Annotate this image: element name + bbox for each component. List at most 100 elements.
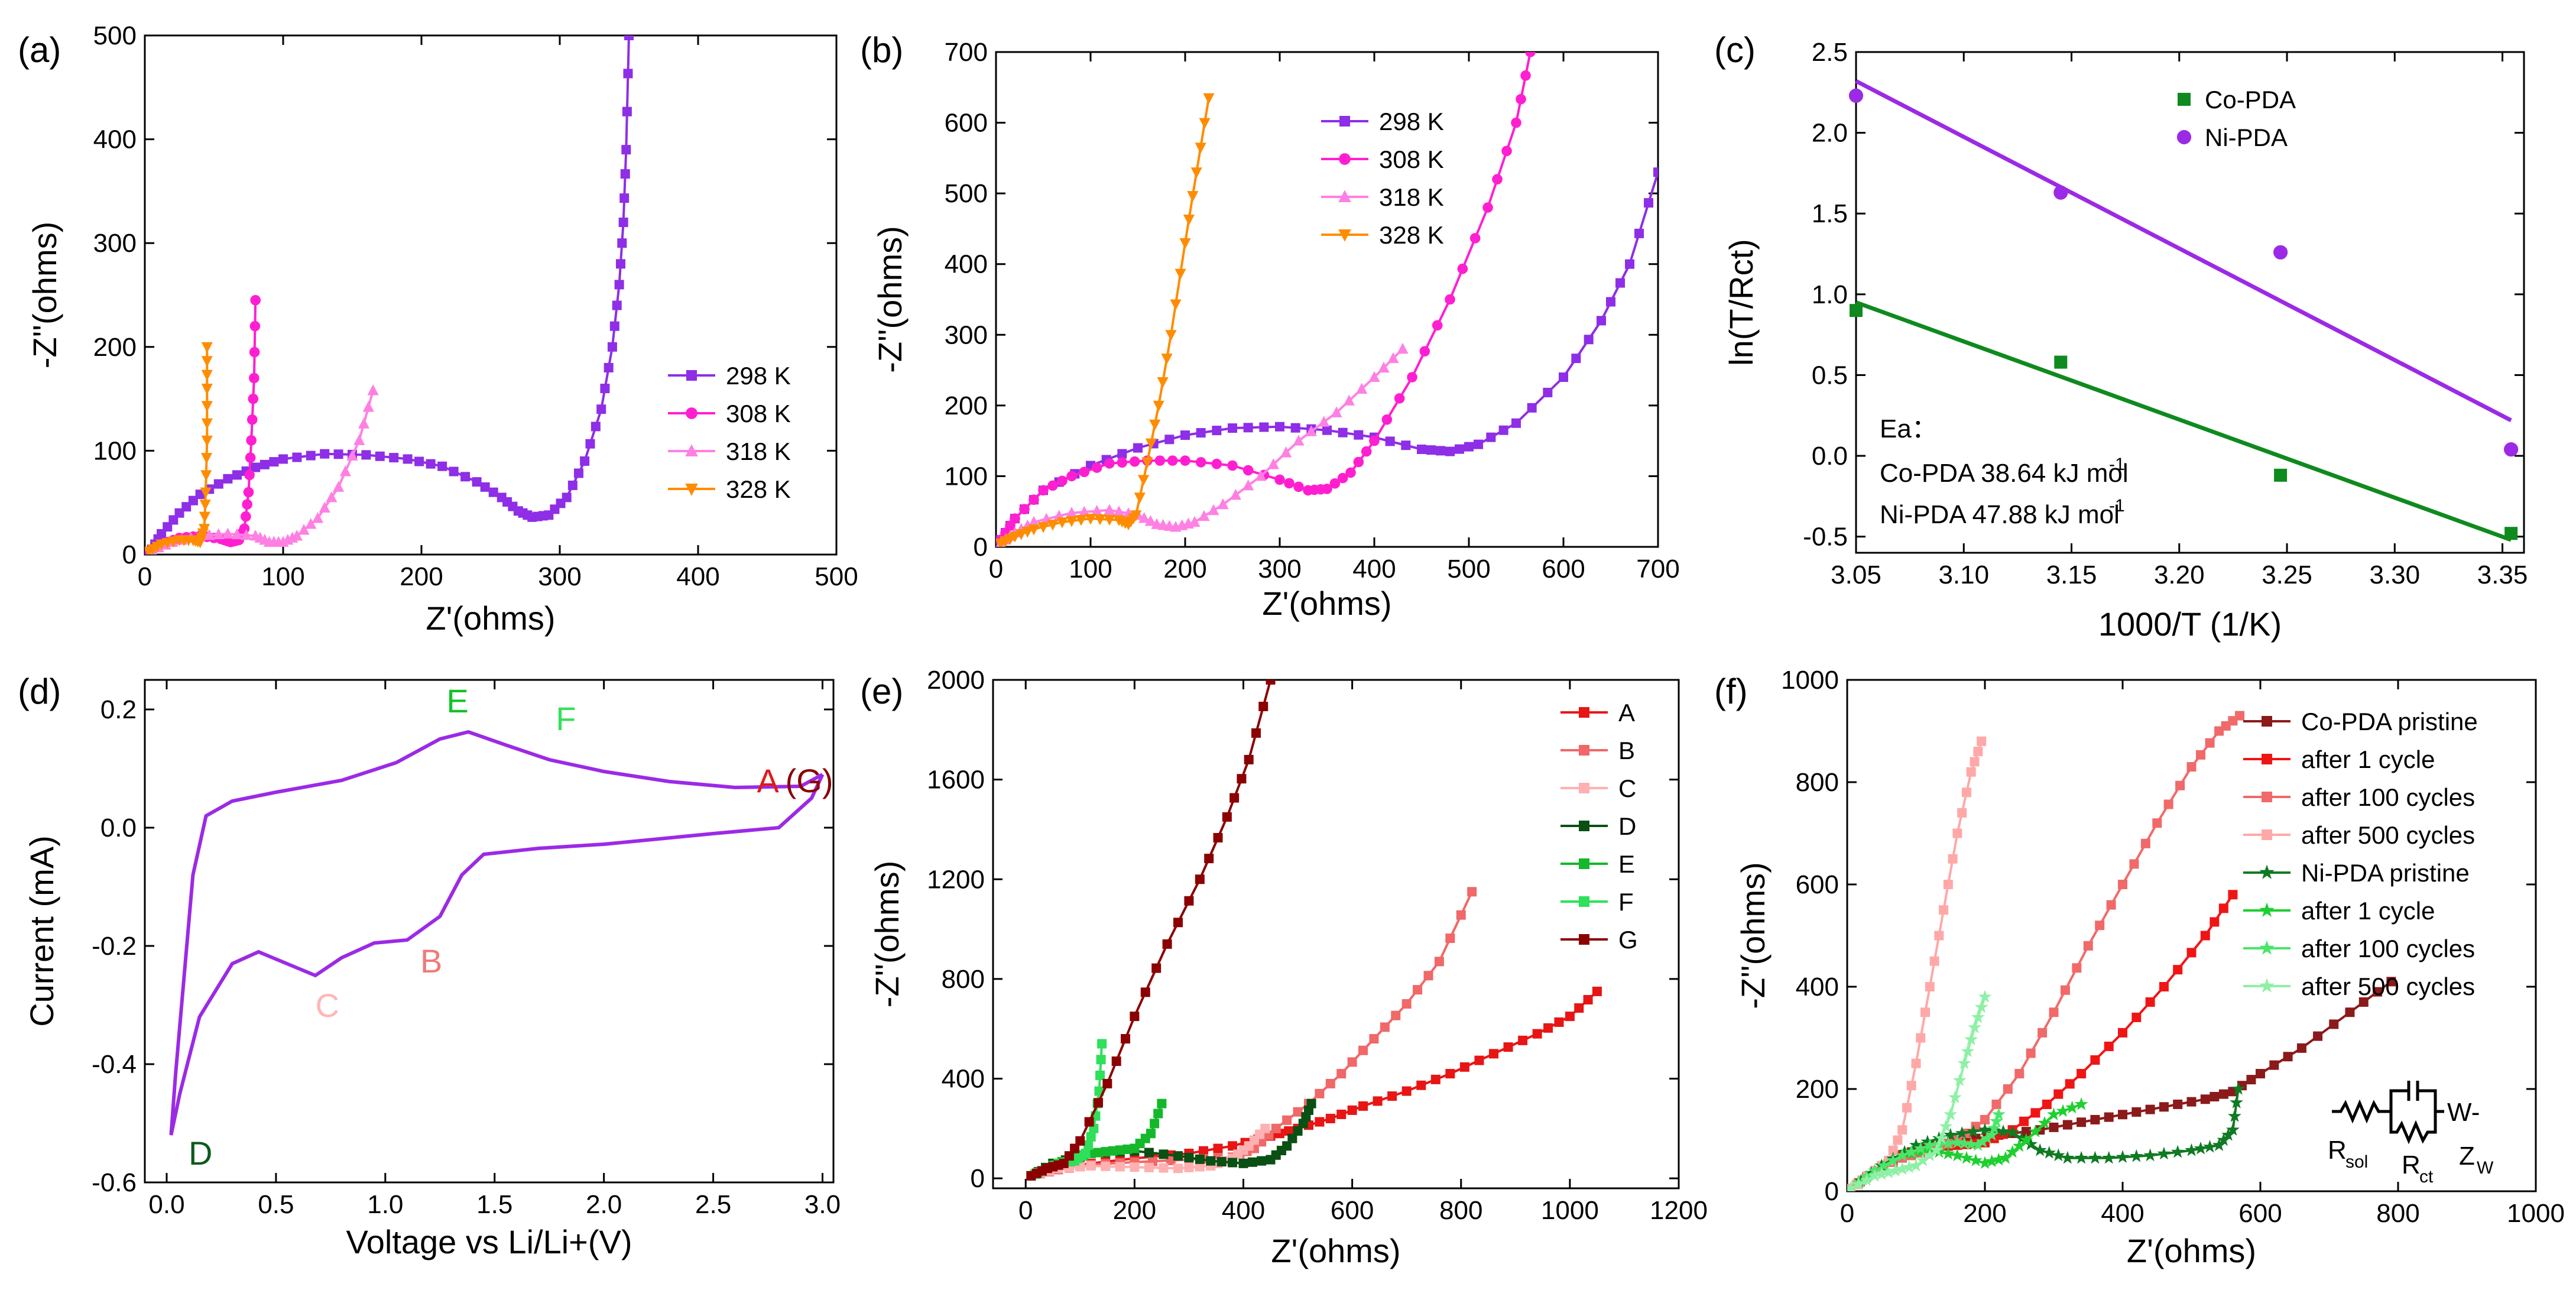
data-point (1016, 529, 1027, 540)
panel-label: (a) (18, 30, 61, 70)
data-point (1445, 446, 1455, 456)
data-point (1095, 1070, 1105, 1080)
data-point (1978, 1156, 1992, 1169)
data-point (1971, 1138, 1985, 1151)
data-point (291, 529, 303, 541)
data-point (2171, 1145, 2185, 1158)
data-point (1985, 1154, 1999, 1168)
y-axis-label: -Z''(ohms) (1734, 862, 1772, 1009)
data-point (1868, 1169, 1881, 1182)
data-point (1343, 394, 1355, 406)
data-point (618, 218, 628, 228)
x-tick-label: 2.5 (695, 1190, 731, 1219)
y-tick-label: 800 (1796, 768, 1839, 797)
legend-marker (1339, 153, 1351, 165)
data-point (1190, 167, 1202, 179)
data-point (1315, 1117, 1325, 1127)
data-point (623, 69, 633, 79)
data-point (1356, 383, 1368, 394)
data-point (1198, 510, 1210, 521)
y-tick-label: 200 (93, 333, 137, 362)
data-point (1991, 1152, 2006, 1166)
circuit-r-ct: R (2402, 1150, 2421, 1179)
x-tick-label: 1.5 (476, 1190, 512, 1219)
x-tick-label: 500 (815, 562, 858, 591)
data-point (1971, 1010, 1985, 1023)
data-point (488, 487, 498, 497)
data-point (1889, 1163, 1902, 1177)
data-point (437, 461, 447, 471)
legend-label: A (1618, 699, 1635, 727)
data-point (203, 529, 215, 540)
data-point (312, 512, 324, 523)
data-point (1347, 1057, 1357, 1067)
data-point (1934, 1131, 1948, 1145)
data-point (1183, 214, 1195, 226)
annotation-ni-sup: -1 (2109, 496, 2125, 516)
y-tick-label: 1.5 (1812, 199, 1848, 228)
data-point (2256, 1069, 2265, 1079)
data-point (1196, 428, 1206, 438)
data-point (1902, 1160, 1916, 1174)
x-tick-label: 800 (2376, 1199, 2419, 1228)
data-point (1187, 191, 1199, 202)
data-point (1381, 414, 1393, 425)
data-point (319, 501, 330, 513)
data-point (2077, 1117, 2087, 1127)
series-line (1000, 98, 1210, 544)
data-point (2074, 1150, 2088, 1164)
data-point (1413, 985, 1423, 995)
data-point (472, 477, 482, 487)
data-point (1216, 1157, 1227, 1167)
data-point (1066, 471, 1077, 482)
data-point (1091, 505, 1103, 516)
data-point (2131, 1107, 2142, 1117)
legend-label: G (1618, 926, 1638, 954)
data-point (607, 342, 617, 352)
data-point (1257, 1156, 1267, 1166)
data-point (2102, 1150, 2116, 1164)
x-tick-label: 1200 (1650, 1196, 1708, 1225)
data-point (1104, 504, 1115, 515)
data-point (1184, 1162, 1194, 1172)
data-point (1195, 457, 1206, 468)
data-point (1028, 524, 1040, 536)
data-point (2033, 1143, 2047, 1156)
y-tick-label: 0 (974, 533, 988, 562)
data-point (1258, 701, 1268, 711)
data-point (2024, 1137, 2038, 1150)
legend-label: 328 K (726, 475, 791, 503)
data-point (1930, 1143, 1944, 1156)
data-point (1909, 1138, 1923, 1151)
cv-point-label: A (757, 762, 780, 799)
data-point (278, 454, 288, 464)
data-point (1115, 1145, 1125, 1155)
data-point (1353, 456, 1364, 468)
data-point (2269, 1060, 2279, 1070)
y-tick-label: 0 (122, 540, 137, 569)
data-point (1198, 1146, 1208, 1156)
data-point (251, 462, 261, 472)
data-point (241, 529, 252, 540)
data-point (1923, 1148, 1937, 1162)
data-point (1469, 233, 1481, 244)
data-point (2104, 1112, 2114, 1122)
y-tick-label: 200 (1796, 1075, 1839, 1104)
data-point (1987, 1121, 2001, 1134)
data-point (1394, 393, 1405, 404)
data-point (222, 527, 233, 539)
data-point (1189, 516, 1201, 527)
circuit-r-sol-sub: sol (2345, 1152, 2368, 1172)
data-point (1097, 1039, 1107, 1049)
data-point (1195, 1162, 1205, 1172)
data-point (2159, 1102, 2169, 1112)
data-point (1305, 425, 1317, 436)
legend-marker (685, 444, 698, 456)
data-point (1951, 1148, 1964, 1162)
y-tick-label: 2.0 (1812, 119, 1848, 148)
y-tick-label: 500 (945, 179, 988, 208)
legend-marker (2262, 792, 2272, 802)
data-point (201, 435, 213, 447)
data-point (1850, 304, 1863, 317)
